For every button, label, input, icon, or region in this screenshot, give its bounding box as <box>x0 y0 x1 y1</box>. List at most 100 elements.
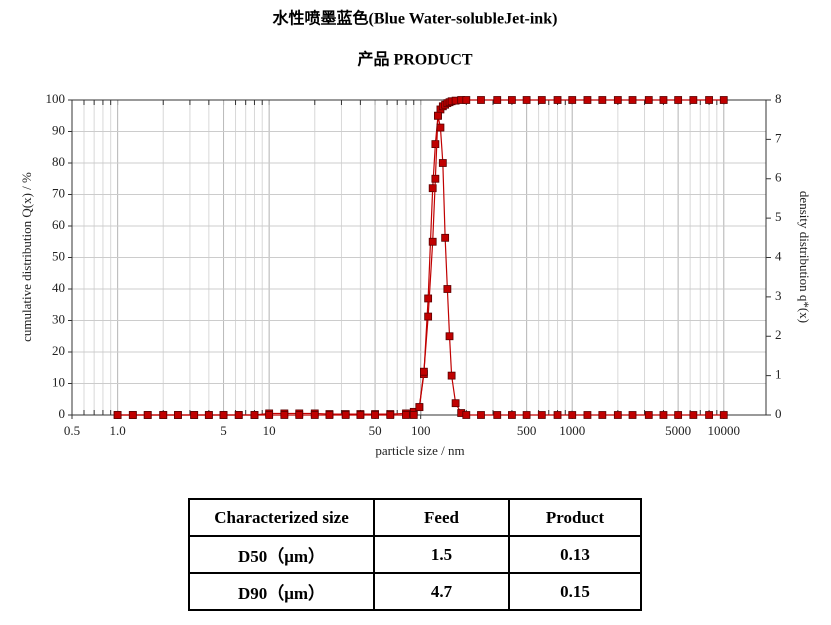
marker <box>522 411 531 419</box>
marker <box>204 411 213 419</box>
marker <box>250 411 259 419</box>
marker <box>280 411 289 419</box>
x-tick-label: 500 <box>517 423 537 438</box>
marker <box>628 96 637 104</box>
y-tick-label: 30 <box>52 311 65 326</box>
cell: D90（μm） <box>188 572 375 611</box>
chart: 水性喷墨蓝色(Blue Water-solubleJet-ink) 产品 PRO… <box>19 9 812 458</box>
y-axis-label: cumulative distribution Q(x) / % <box>19 172 34 342</box>
marker <box>325 411 334 419</box>
marker <box>386 411 395 419</box>
marker <box>493 411 502 419</box>
marker <box>689 411 698 419</box>
y-tick-label: 20 <box>52 343 65 358</box>
marker <box>424 294 433 303</box>
cell: 4.7 <box>373 572 510 611</box>
y-tick-label: 50 <box>52 248 65 263</box>
y2-tick-label: 3 <box>775 288 782 303</box>
marker <box>128 411 137 419</box>
marker <box>428 184 437 193</box>
cell: 1.5 <box>373 535 510 574</box>
marker <box>508 411 516 419</box>
marker <box>409 411 418 419</box>
marker <box>462 411 471 419</box>
marker <box>436 123 445 132</box>
y2-tick-label: 8 <box>775 91 782 106</box>
marker <box>356 411 365 419</box>
marker <box>341 411 350 419</box>
x-tick-label: 10 <box>263 423 276 438</box>
marker <box>431 174 440 183</box>
marker <box>705 411 713 419</box>
marker <box>477 96 485 104</box>
y2-tick-label: 1 <box>775 367 782 382</box>
x-axis-label: particle size / nm <box>375 443 464 458</box>
marker <box>477 411 485 419</box>
y-tick-label: 0 <box>59 406 66 421</box>
marker <box>568 411 577 419</box>
marker <box>434 111 442 120</box>
marker <box>493 96 502 104</box>
x-tick-label: 0.5 <box>64 423 80 438</box>
marker <box>644 411 653 419</box>
marker <box>674 411 683 419</box>
marker <box>438 159 447 167</box>
x-tick-label: 1.0 <box>109 423 125 438</box>
y-tick-label: 70 <box>52 185 65 200</box>
marker <box>553 96 562 104</box>
marker <box>689 96 698 104</box>
marker <box>522 96 531 104</box>
y2-tick-label: 7 <box>775 130 782 145</box>
marker <box>613 411 622 419</box>
header-cell: Product <box>508 498 642 537</box>
y2-tick-label: 4 <box>775 248 782 263</box>
marker <box>219 411 228 419</box>
marker <box>628 411 637 419</box>
table-row: D50（μm） 1.5 0.13 <box>188 535 642 574</box>
marker <box>462 96 471 104</box>
marker <box>431 140 440 149</box>
y-tick-label: 90 <box>52 122 65 137</box>
chart-title: 水性喷墨蓝色(Blue Water-solubleJet-ink) <box>273 9 558 28</box>
marker <box>719 411 728 419</box>
x-tick-label: 10000 <box>708 423 741 438</box>
marker <box>445 332 454 341</box>
marker <box>553 411 562 419</box>
marker <box>234 411 243 419</box>
y2-tick-label: 2 <box>775 327 782 342</box>
header-cell: Feed <box>373 498 510 537</box>
x-tick-label: 5000 <box>665 423 691 438</box>
cell: 0.15 <box>508 572 642 611</box>
marker <box>159 411 168 419</box>
marker <box>143 411 152 419</box>
marker <box>190 411 199 419</box>
marker <box>659 96 668 104</box>
marker <box>424 312 433 321</box>
marker <box>583 411 592 419</box>
x-tick-label: 5 <box>220 423 227 438</box>
table-row: D90（μm） 4.7 0.15 <box>188 572 642 611</box>
marker <box>310 411 319 419</box>
result-table: Characterized size Feed Product D50（μm） … <box>188 498 642 611</box>
cell: 0.13 <box>508 535 642 574</box>
x-tick-label: 50 <box>369 423 382 438</box>
y-tick-label: 80 <box>52 154 65 169</box>
cell: D50（μm） <box>188 535 375 574</box>
marker <box>613 96 622 104</box>
marker <box>537 411 546 419</box>
marker <box>568 96 577 104</box>
y-tick-label: 60 <box>52 217 65 232</box>
marker <box>674 96 683 104</box>
marker <box>428 237 437 246</box>
marker <box>443 285 452 293</box>
y2-tick-label: 6 <box>775 170 782 185</box>
y2-axis-label: density distribution q*(x) <box>797 191 812 323</box>
marker <box>113 411 122 419</box>
marker <box>659 411 668 419</box>
marker <box>508 96 516 104</box>
plot-frame <box>71 99 767 416</box>
marker <box>441 233 450 242</box>
marker <box>415 403 424 412</box>
table-header: Characterized size Feed Product <box>188 498 642 537</box>
